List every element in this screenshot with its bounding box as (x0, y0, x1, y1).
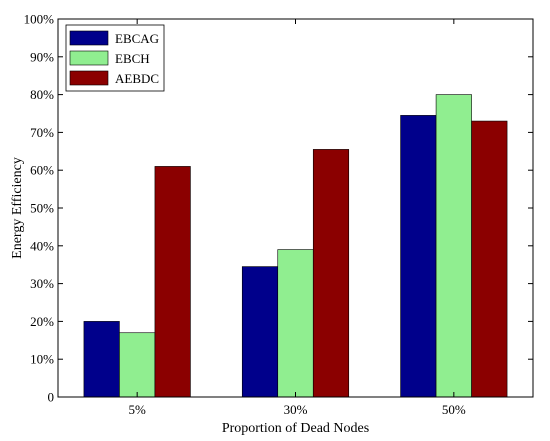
y-tick-label: 100% (24, 12, 55, 27)
bar-aebdc-0 (154, 166, 191, 398)
y-tick-label: 50% (30, 201, 54, 216)
x-axis-label: Proportion of Dead Nodes (222, 421, 369, 436)
legend-label-ebcag: EBCAG (115, 31, 159, 46)
y-tick-label: 70% (30, 125, 54, 140)
y-tick-label: 80% (30, 87, 54, 102)
bar-ebch-1 (277, 249, 314, 398)
bar-ebcag-0 (83, 321, 120, 398)
bars-group (83, 94, 508, 398)
bar-aebdc-2 (471, 120, 508, 398)
x-tick-label: 30% (284, 402, 308, 417)
y-tick-label: 90% (30, 49, 54, 64)
ticks-group: 0 10% 20% 30% 40% 50% 60% 70% 80% 90% 100% 5% 30% 50% (24, 12, 533, 417)
bar-ebcag-1 (241, 266, 279, 398)
y-tick-label: 40% (30, 238, 54, 253)
bar-ebch-2 (435, 94, 472, 398)
y-axis-label: Energy Efficiency (10, 157, 25, 259)
bar-aebdc-1 (312, 149, 350, 398)
y-tick-label: 10% (30, 352, 54, 367)
legend-label-aebdc: AEBDC (115, 71, 159, 86)
legend-swatch-ebcag (69, 30, 109, 46)
legend-swatch-ebch (69, 50, 109, 66)
legend: EBCAG EBCH AEBDC (65, 24, 165, 92)
y-tick-label: 30% (30, 276, 54, 291)
x-tick-label: 50% (442, 402, 466, 417)
y-tick-label: 20% (30, 314, 54, 329)
legend-label-ebch: EBCH (115, 51, 150, 66)
y-tick-label: 60% (30, 163, 54, 178)
x-tick-label: 5% (128, 402, 146, 417)
bar-ebcag-2 (400, 115, 437, 398)
legend-swatch-aebdc (69, 70, 109, 86)
y-tick-label: 0 (48, 390, 55, 405)
bar-ebch-0 (119, 332, 156, 398)
